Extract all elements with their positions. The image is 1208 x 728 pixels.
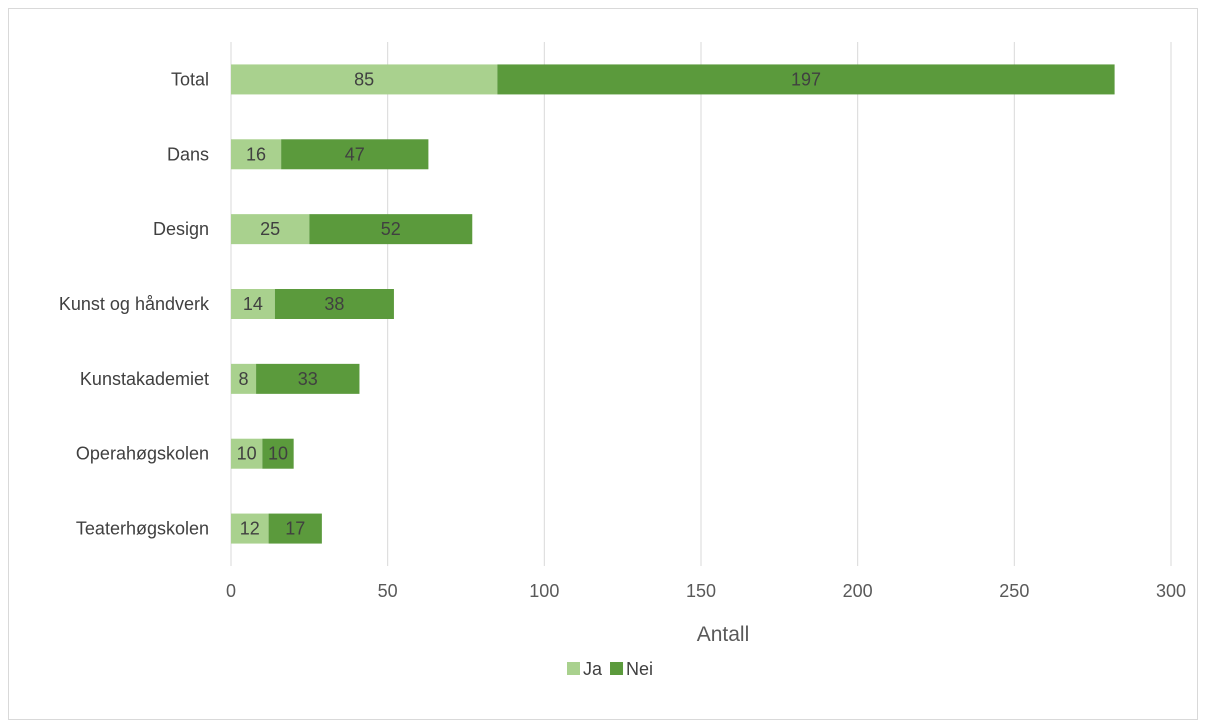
chart-area: 85 197 16 47 25 52 14 38 8 33 10 10 12 17 Total Dans De… (8, 8, 1198, 720)
data-label: 12 (240, 519, 260, 539)
data-label: 47 (345, 144, 365, 164)
x-tick-label: 300 (1156, 581, 1186, 601)
data-label: 16 (246, 144, 266, 164)
category-labels: Total Dans Design Kunst og håndverk Kunstaka… (59, 69, 210, 538)
data-label: 197 (791, 69, 821, 89)
bar-ja (231, 139, 282, 170)
x-tick-label: 100 (529, 581, 559, 601)
bar-nei (256, 363, 360, 394)
data-label: 14 (243, 294, 263, 314)
gridlines (230, 42, 1172, 566)
legend-swatch-nei (610, 662, 624, 675)
bar-ja (231, 64, 498, 95)
x-tick-label: 50 (378, 581, 398, 601)
bars: 85 197 16 47 25 52 14 38 8 33 10 10 12 17 (231, 64, 1115, 544)
bar-ja (231, 438, 263, 469)
data-label: 52 (381, 219, 401, 239)
data-label: 8 (239, 369, 249, 389)
bar-nei (497, 64, 1115, 95)
category-label: Total (171, 69, 209, 89)
category-label: Design (153, 219, 209, 239)
category-label: Kunst og håndverk (59, 294, 210, 314)
data-label: 17 (285, 519, 305, 539)
x-axis-title: Antall (697, 623, 750, 646)
legend: Ja Nei (567, 659, 653, 679)
x-tick-label: 150 (686, 581, 716, 601)
x-tick-label: 0 (226, 581, 236, 601)
legend-swatch-ja (567, 662, 580, 675)
bar-nei (262, 438, 294, 469)
category-label: Operahøgskolen (76, 444, 209, 464)
category-label: Teaterhøgskolen (76, 519, 209, 539)
legend-label: Nei (626, 659, 653, 679)
bar-nei (268, 513, 322, 544)
x-tick-label: 200 (843, 581, 873, 601)
data-label: 25 (260, 219, 280, 239)
category-label: Kunstakademiet (80, 369, 209, 389)
bar-nei (281, 139, 429, 170)
bar-ja (231, 363, 257, 394)
data-label: 85 (354, 69, 374, 89)
bar-ja (231, 513, 269, 544)
bar-nei (309, 214, 473, 245)
bar-nei (274, 289, 394, 319)
x-tick-labels: 0 50 100 150 200 250 300 (226, 581, 1186, 601)
data-label: 38 (324, 294, 344, 314)
bar-ja (231, 289, 275, 319)
x-tick-label: 250 (999, 581, 1029, 601)
legend-label: Ja (583, 659, 603, 679)
data-label: 10 (268, 444, 288, 464)
bar-ja (231, 214, 310, 245)
category-label: Dans (167, 144, 209, 164)
stacked-bar-chart: 85 197 16 47 25 52 14 38 8 33 10 10 12 17 Total Dans De… (59, 42, 1186, 679)
data-label: 33 (298, 369, 318, 389)
data-label: 10 (237, 444, 257, 464)
